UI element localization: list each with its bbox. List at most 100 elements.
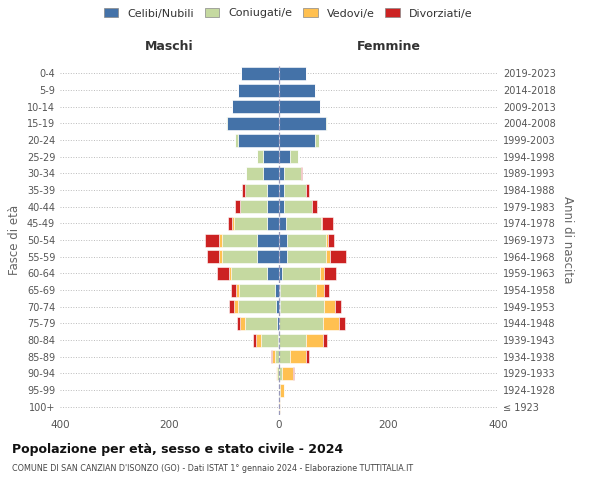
Bar bbox=[205, 234, 219, 246]
Bar bbox=[284, 167, 301, 180]
Bar bbox=[227, 117, 279, 130]
Bar bbox=[232, 217, 234, 230]
Bar bbox=[232, 100, 279, 113]
Bar bbox=[232, 267, 267, 280]
Bar bbox=[245, 317, 277, 330]
Bar bbox=[277, 367, 279, 380]
Bar bbox=[228, 217, 232, 230]
Bar bbox=[279, 334, 307, 346]
Bar bbox=[307, 184, 309, 196]
Bar bbox=[219, 234, 221, 246]
Bar bbox=[278, 334, 279, 346]
Bar bbox=[279, 250, 287, 263]
Bar bbox=[279, 200, 284, 213]
Bar bbox=[229, 300, 233, 313]
Bar bbox=[324, 300, 335, 313]
Bar bbox=[226, 117, 227, 130]
Bar bbox=[242, 184, 245, 196]
Bar bbox=[241, 67, 279, 80]
Bar bbox=[320, 267, 325, 280]
Bar bbox=[275, 284, 279, 296]
Bar bbox=[267, 217, 279, 230]
Bar bbox=[321, 217, 322, 230]
Bar bbox=[279, 400, 280, 413]
Bar bbox=[257, 250, 279, 263]
Bar bbox=[279, 350, 290, 363]
Bar bbox=[217, 267, 229, 280]
Bar bbox=[287, 250, 326, 263]
Bar bbox=[286, 217, 321, 230]
Bar bbox=[279, 384, 280, 396]
Text: Femmine: Femmine bbox=[356, 40, 421, 54]
Bar bbox=[293, 367, 294, 380]
Bar bbox=[324, 284, 329, 296]
Bar bbox=[330, 250, 346, 263]
Bar bbox=[326, 234, 328, 246]
Bar bbox=[239, 200, 267, 213]
Bar bbox=[238, 84, 279, 96]
Bar bbox=[279, 150, 290, 163]
Bar bbox=[238, 300, 276, 313]
Bar bbox=[275, 350, 279, 363]
Text: COMUNE DI SAN CANZIAN D'ISONZO (GO) - Dati ISTAT 1° gennaio 2024 - Elaborazione : COMUNE DI SAN CANZIAN D'ISONZO (GO) - Da… bbox=[12, 464, 413, 473]
Bar bbox=[271, 350, 272, 363]
Bar bbox=[235, 134, 238, 146]
Bar bbox=[284, 200, 312, 213]
Bar bbox=[238, 317, 240, 330]
Bar bbox=[257, 234, 279, 246]
Bar bbox=[263, 167, 279, 180]
Bar bbox=[282, 267, 320, 280]
Bar bbox=[245, 184, 267, 196]
Bar bbox=[339, 317, 345, 330]
Bar bbox=[279, 234, 287, 246]
Bar bbox=[238, 134, 279, 146]
Bar bbox=[326, 117, 327, 130]
Bar bbox=[323, 317, 339, 330]
Bar bbox=[279, 100, 320, 113]
Bar bbox=[240, 317, 245, 330]
Bar bbox=[322, 217, 333, 230]
Bar bbox=[316, 284, 324, 296]
Bar bbox=[272, 350, 275, 363]
Bar bbox=[279, 84, 314, 96]
Bar bbox=[290, 350, 307, 363]
Bar bbox=[235, 200, 239, 213]
Bar bbox=[279, 167, 284, 180]
Bar bbox=[267, 184, 279, 196]
Bar bbox=[239, 284, 275, 296]
Bar bbox=[277, 317, 279, 330]
Bar bbox=[207, 250, 219, 263]
Bar bbox=[219, 250, 221, 263]
Bar bbox=[229, 267, 232, 280]
Bar bbox=[221, 234, 257, 246]
Bar bbox=[280, 284, 316, 296]
Bar bbox=[246, 167, 263, 180]
Bar bbox=[276, 367, 277, 380]
Bar bbox=[279, 267, 282, 280]
Bar bbox=[279, 317, 323, 330]
Bar bbox=[233, 300, 238, 313]
Bar bbox=[256, 334, 262, 346]
Bar bbox=[263, 150, 279, 163]
Bar bbox=[323, 334, 327, 346]
Bar bbox=[301, 167, 302, 180]
Bar bbox=[280, 384, 284, 396]
Text: Popolazione per età, sesso e stato civile - 2024: Popolazione per età, sesso e stato civil… bbox=[12, 442, 343, 456]
Y-axis label: Anni di nascita: Anni di nascita bbox=[561, 196, 574, 284]
Bar bbox=[276, 300, 279, 313]
Bar bbox=[314, 134, 319, 146]
Bar bbox=[307, 334, 323, 346]
Bar bbox=[282, 367, 293, 380]
Bar bbox=[312, 200, 317, 213]
Bar bbox=[257, 150, 263, 163]
Bar bbox=[262, 334, 278, 346]
Bar bbox=[231, 284, 236, 296]
Bar bbox=[307, 350, 309, 363]
Bar bbox=[326, 250, 330, 263]
Y-axis label: Fasce di età: Fasce di età bbox=[8, 205, 21, 275]
Bar bbox=[284, 184, 307, 196]
Bar bbox=[287, 234, 326, 246]
Bar bbox=[279, 284, 280, 296]
Bar bbox=[279, 300, 280, 313]
Text: Maschi: Maschi bbox=[145, 40, 194, 54]
